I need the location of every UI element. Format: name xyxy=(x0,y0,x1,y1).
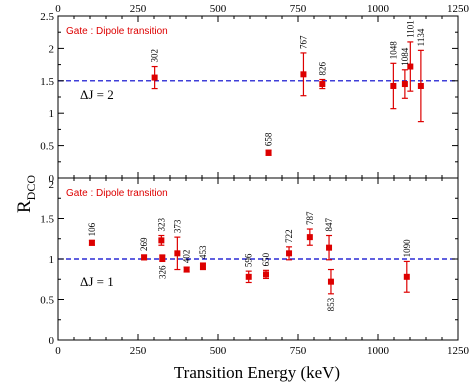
data-point xyxy=(306,234,313,241)
x-tick-label: 1250 xyxy=(447,345,470,357)
gate-annotation: Gate : Dipole transition xyxy=(66,188,168,199)
data-point xyxy=(401,81,408,88)
x-tick-label: 500 xyxy=(210,345,227,357)
data-points xyxy=(88,41,424,295)
x-tick-label: 750 xyxy=(290,3,307,15)
data-point xyxy=(390,82,397,89)
data-point xyxy=(141,254,148,261)
y-tick-label: 1 xyxy=(49,254,55,266)
point-label: 826 xyxy=(317,62,327,76)
reference-lines xyxy=(58,80,458,260)
svg-text:RDCO: RDCO xyxy=(14,175,38,213)
panel-frames xyxy=(57,15,459,341)
point-label: 767 xyxy=(298,35,308,49)
data-point xyxy=(245,273,252,280)
data-point xyxy=(174,250,181,257)
x-tick-label: 0 xyxy=(55,3,61,15)
point-label: 323 xyxy=(156,218,166,232)
data-point xyxy=(319,81,326,88)
y-axis-label-sub: DCO xyxy=(24,175,38,201)
y-axis-label: RDCO xyxy=(14,175,38,213)
panel-frame xyxy=(57,15,459,179)
x-tick-label: 250 xyxy=(130,345,147,357)
y-axis-label-main: R xyxy=(14,200,35,213)
data-point xyxy=(265,149,272,156)
axis-ticks xyxy=(57,15,459,341)
y-tick-label: 1.5 xyxy=(40,214,54,226)
data-point xyxy=(263,271,269,278)
y-tick-label: 1.5 xyxy=(40,76,54,88)
data-point xyxy=(407,63,414,70)
x-axis-label: Transition Energy (keV) xyxy=(174,363,340,382)
point-label: 302 xyxy=(150,49,160,63)
point-label: 1134 xyxy=(416,28,426,46)
y-tick-label: 2.5 xyxy=(40,11,54,23)
y-tick-label: 0 xyxy=(49,335,55,347)
data-point xyxy=(300,71,307,78)
point-label: 1101 xyxy=(405,20,415,38)
point-label: 453 xyxy=(198,245,208,259)
x-tick-label: 750 xyxy=(290,345,307,357)
point-label: 787 xyxy=(305,211,315,225)
point-label: 847 xyxy=(324,218,334,232)
data-point xyxy=(417,82,424,89)
data-point xyxy=(327,278,334,285)
x-tick-label: 1000 xyxy=(367,3,390,15)
panel-annotations: ΔJ = 2 Gate : Dipole transition ΔJ = 1 Gate… xyxy=(66,26,168,289)
data-point xyxy=(183,266,190,273)
x-tick-label: 0 xyxy=(55,345,61,357)
data-point xyxy=(326,244,333,251)
point-label: 658 xyxy=(264,132,274,146)
tick-labels: 00.511.522.50 250 500 750 1000 125000.511.520… xyxy=(40,3,469,357)
y-tick-label: 1 xyxy=(49,108,55,120)
point-label: 722 xyxy=(284,229,294,243)
x-tick-label: 500 xyxy=(210,3,227,15)
y-tick-label: 0.5 xyxy=(40,295,54,307)
point-label: 326 xyxy=(157,265,167,279)
x-tick-label: 250 xyxy=(130,3,147,15)
point-label: 106 xyxy=(87,222,97,236)
point-label: 1084 xyxy=(400,47,410,66)
x-tick-label: 1000 xyxy=(367,345,390,357)
point-label: 596 xyxy=(244,253,254,267)
y-tick-label: 2 xyxy=(49,43,55,55)
y-tick-label: 2 xyxy=(49,179,55,191)
point-label: 373 xyxy=(172,219,182,233)
data-point xyxy=(151,74,158,81)
y-tick-label: 0.5 xyxy=(40,141,54,153)
reference-line-label: ΔJ = 2 xyxy=(80,87,114,102)
point-label: 269 xyxy=(139,237,149,251)
data-point xyxy=(199,263,206,270)
data-point xyxy=(403,273,410,280)
data-point xyxy=(286,250,293,257)
data-point xyxy=(159,255,166,262)
gate-annotation: Gate : Dipole transition xyxy=(66,26,168,37)
y-tick-label: 0 xyxy=(49,173,55,185)
reference-line-label: ΔJ = 1 xyxy=(80,274,114,289)
data-point xyxy=(158,237,165,244)
point-label: 650 xyxy=(261,252,271,266)
data-point xyxy=(88,239,95,246)
point-label: 853 xyxy=(326,297,336,311)
point-label: 1048 xyxy=(388,41,398,60)
point-label: 1090 xyxy=(402,239,412,258)
point-label: 402 xyxy=(182,250,192,264)
x-tick-label: 1250 xyxy=(447,3,470,15)
point-labels: 302 658 767 826 1048 1084 1101 1134 106 269 323 326… xyxy=(87,20,426,311)
